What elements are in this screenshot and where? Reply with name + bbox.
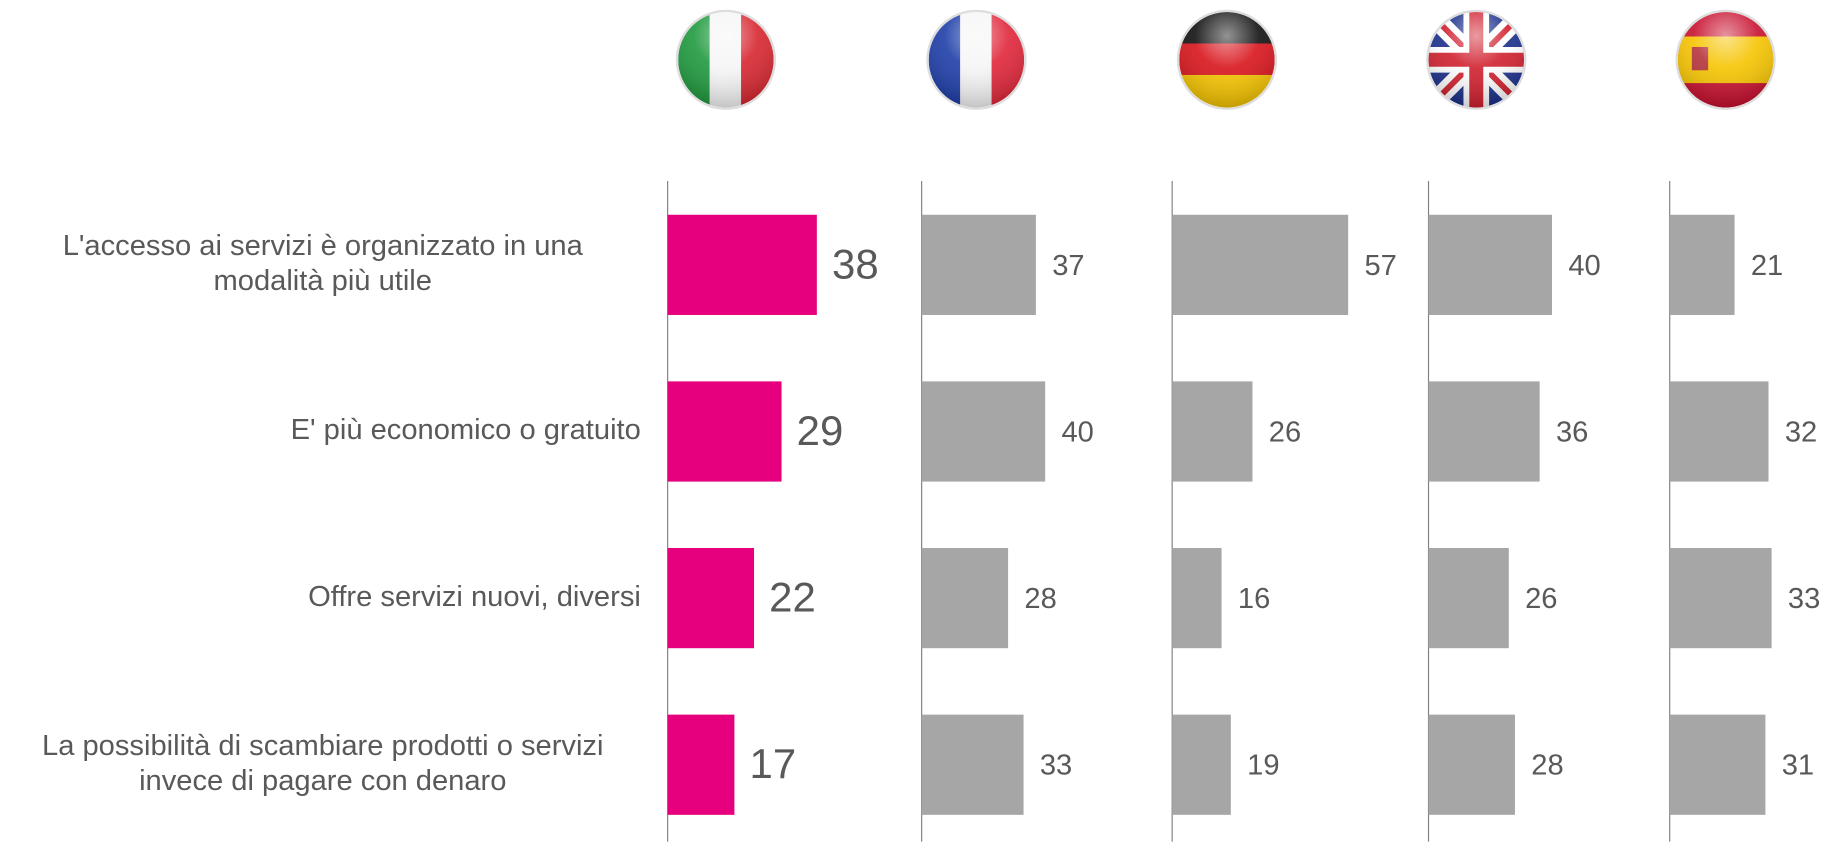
bar: [921, 714, 1024, 815]
value-label: 36: [1556, 417, 1588, 449]
bar: [1669, 214, 1735, 315]
value-label: 21: [1751, 250, 1783, 282]
bar: [1428, 548, 1509, 649]
bar: [1428, 714, 1515, 815]
bar: [1172, 548, 1222, 649]
value-label: 28: [1531, 750, 1563, 782]
value-label: 16: [1238, 583, 1270, 615]
flag-italy: [678, 12, 774, 108]
value-label: 29: [797, 407, 844, 454]
category-label: L'accesso ai servizi è organizzato in un…: [63, 230, 584, 262]
category-label: invece di pagare con denaro: [139, 765, 506, 797]
value-label: 19: [1247, 750, 1279, 782]
value-label: 33: [1040, 750, 1072, 782]
value-label: 38: [832, 240, 879, 287]
category-label: La possibilità di scambiare prodotti o s…: [42, 730, 603, 762]
value-label: 57: [1364, 250, 1396, 282]
bar: [667, 548, 755, 649]
flag-uk: [1428, 12, 1525, 108]
flag-germany: [1179, 12, 1275, 108]
bar: [921, 548, 1009, 649]
category-label: E' più economico o gratuito: [291, 414, 641, 446]
flag-france: [928, 12, 1025, 108]
bar: [1172, 381, 1253, 482]
value-label: 26: [1525, 583, 1557, 615]
bar: [1172, 714, 1231, 815]
value-label: 31: [1782, 750, 1814, 782]
value-label: 40: [1061, 417, 1093, 449]
value-label: 33: [1788, 583, 1820, 615]
bar: [1669, 381, 1769, 482]
bar: [921, 381, 1046, 482]
bar: [1669, 548, 1772, 649]
value-label: 28: [1024, 583, 1056, 615]
bar: [1669, 714, 1766, 815]
value-label: 32: [1785, 417, 1817, 449]
bar: [667, 214, 817, 315]
bar: [1428, 214, 1553, 315]
bar: [1428, 381, 1540, 482]
bar: [1172, 214, 1349, 315]
value-label: 40: [1568, 250, 1600, 282]
value-label: 22: [769, 574, 816, 621]
category-label: Offre servizi nuovi, diversi: [308, 581, 641, 613]
value-label: 17: [750, 740, 797, 787]
value-label: 26: [1269, 417, 1301, 449]
bar: [667, 714, 735, 815]
bar: [921, 214, 1036, 315]
flag-spain: [1677, 12, 1774, 108]
category-label: modalità più utile: [214, 265, 432, 297]
value-label: 37: [1052, 250, 1084, 282]
flag-outlines: [675, 9, 1776, 110]
bar: [667, 381, 782, 482]
